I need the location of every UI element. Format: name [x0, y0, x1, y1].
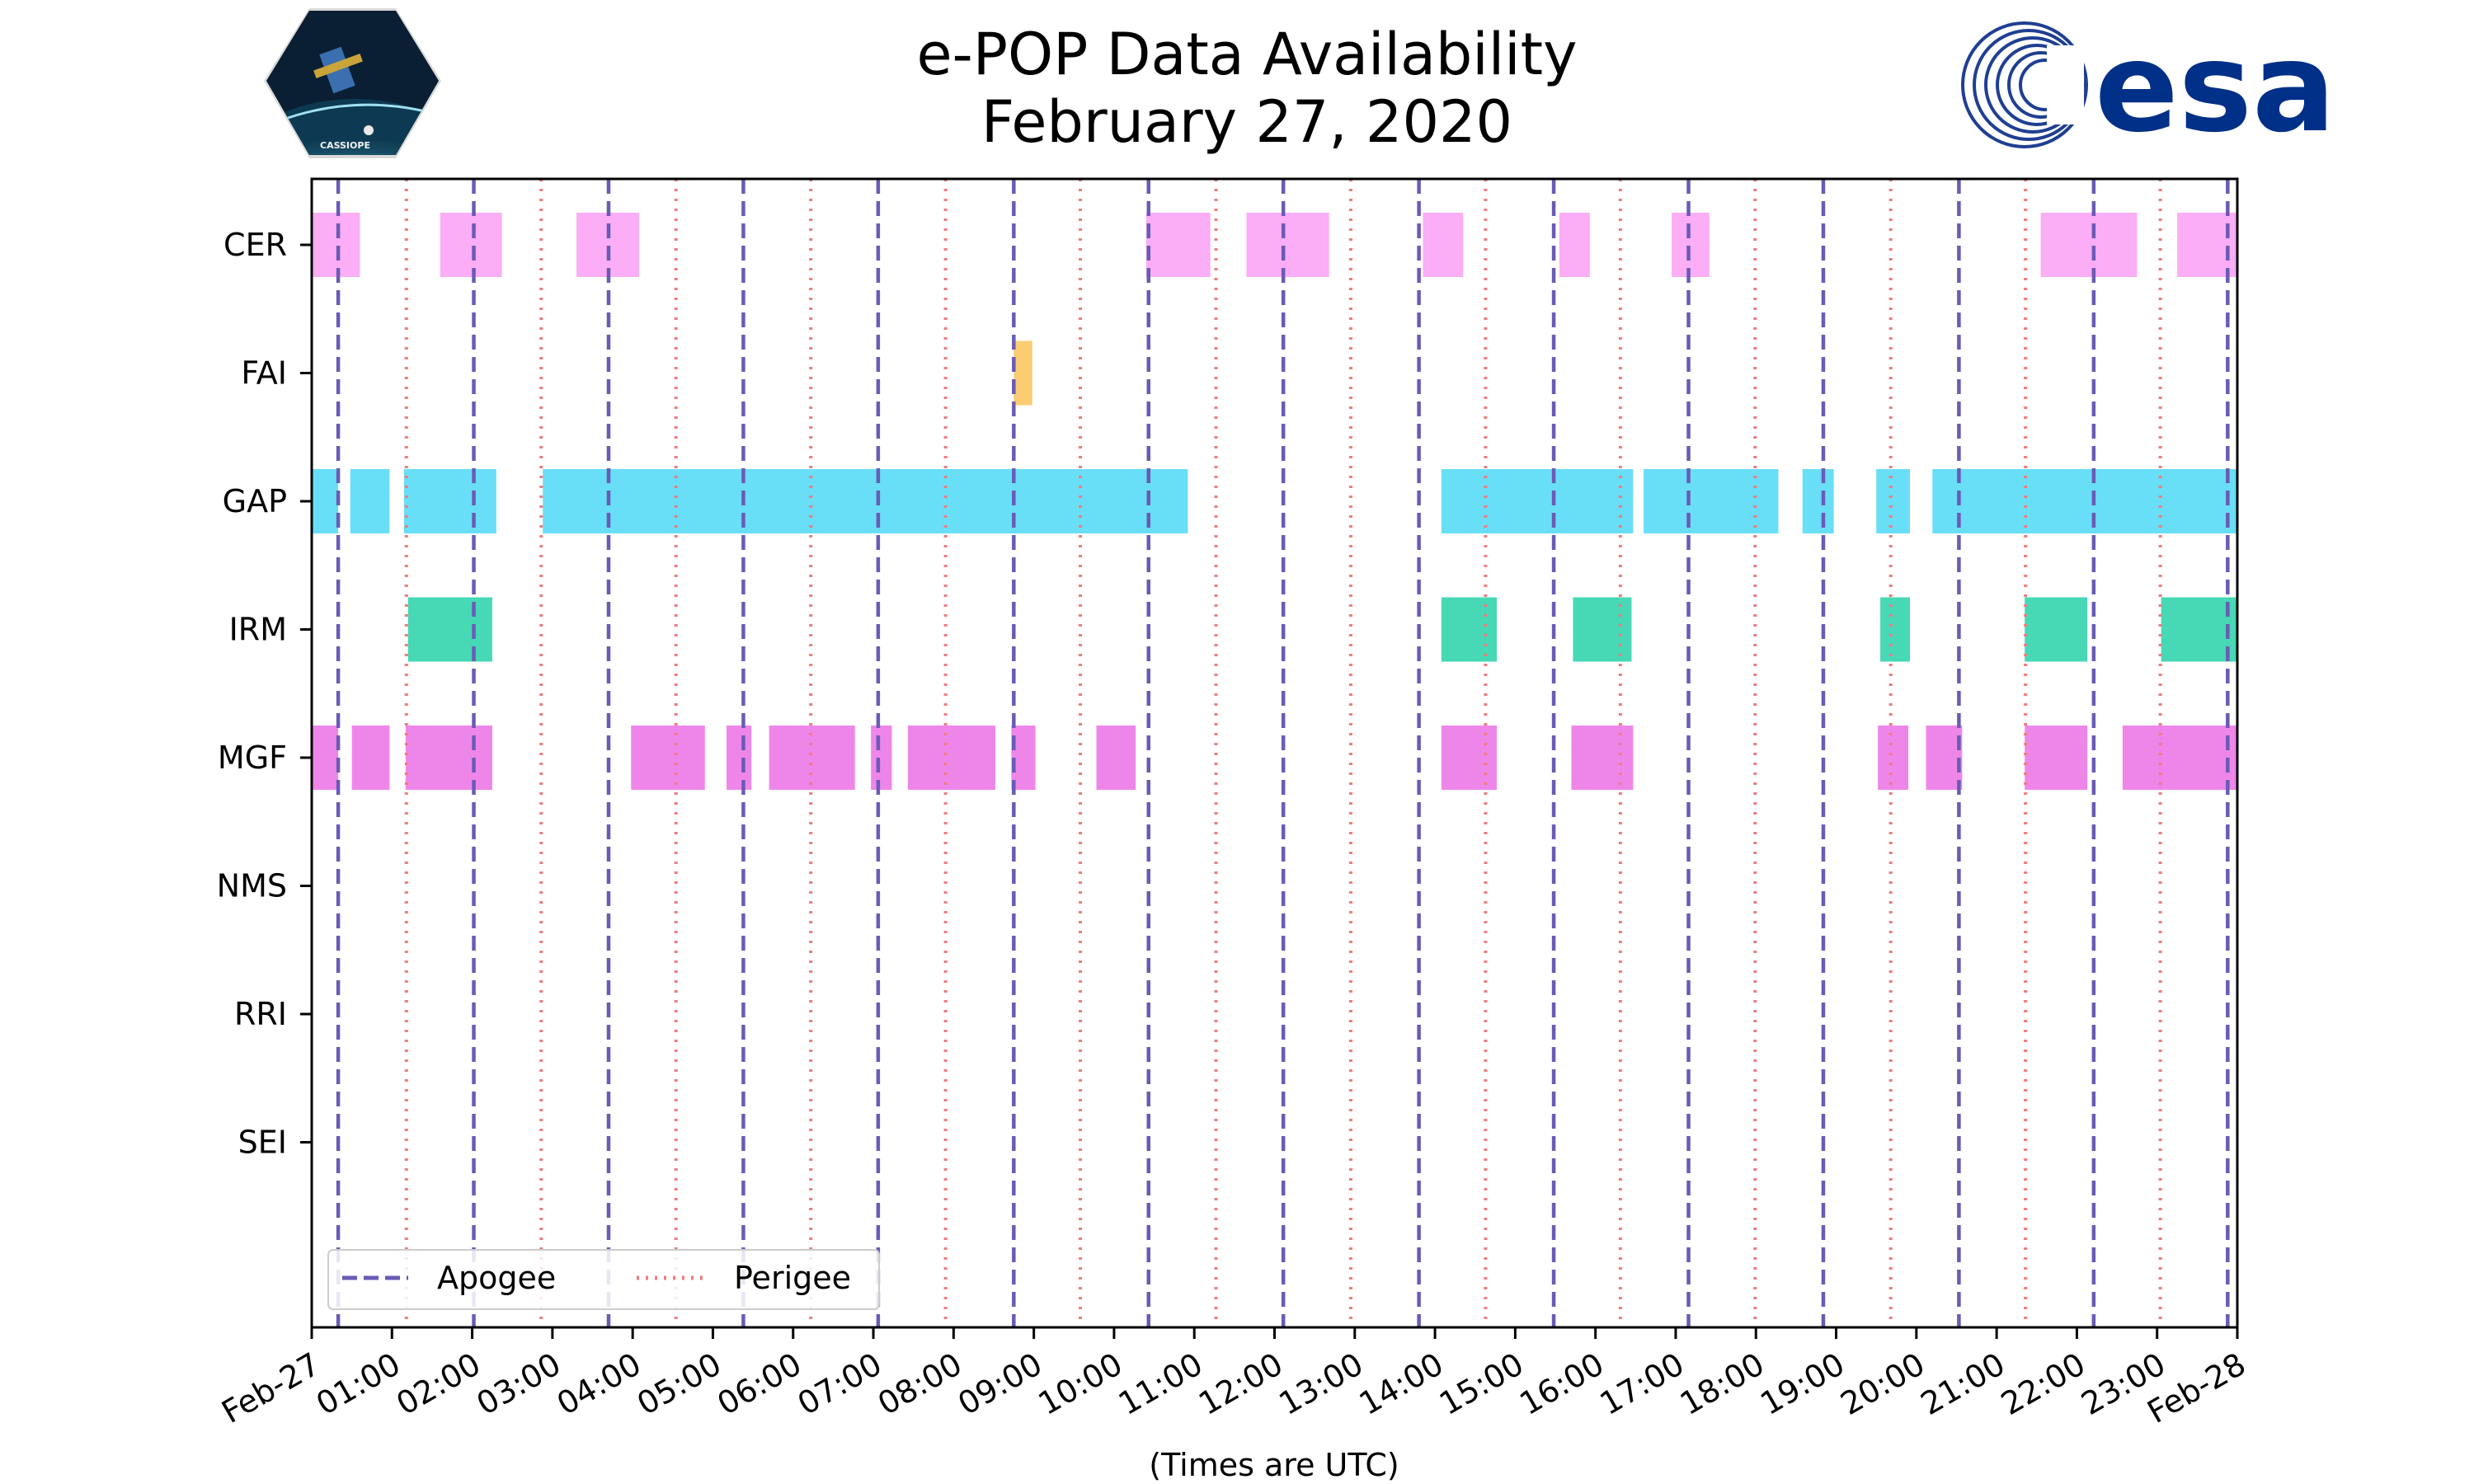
bar-cer-6: [1559, 213, 1590, 277]
x-tick-label-15: 15:00: [1433, 1345, 1530, 1422]
bar-mgf-0: [312, 726, 339, 790]
x-tick-label-6: 06:00: [711, 1345, 807, 1422]
esa-logo-text: esa: [2095, 16, 2335, 160]
legend-box: [327, 1249, 880, 1310]
cassiope-logo-text: CASSIOPE: [320, 140, 370, 151]
bar-gap-4: [1441, 469, 1634, 533]
bar-cer-7: [1672, 213, 1710, 277]
y-tick-label-cer: CER: [223, 227, 287, 263]
bar-mgf-11: [1571, 726, 1634, 790]
bar-gap-2: [403, 469, 496, 533]
x-tick-label-7: 07:00: [792, 1345, 888, 1422]
x-tick-label-1: 01:00: [310, 1345, 407, 1422]
chart-title-line2: February 27, 2020: [981, 88, 1512, 156]
bars-layer: [312, 213, 2237, 790]
bar-gap-5: [1644, 469, 1779, 533]
bar-cer-0: [312, 213, 360, 277]
bar-cer-4: [1246, 213, 1329, 277]
x-tick-label-13: 13:00: [1272, 1345, 1369, 1422]
y-axis: CER FAI GAP IRM MGF NMS RRI SEI: [217, 227, 312, 1161]
y-tick-label-irm: IRM: [229, 612, 287, 648]
x-tick-label-5: 05:00: [631, 1345, 727, 1422]
bar-gap-1: [350, 469, 390, 533]
bar-mgf-1: [351, 726, 390, 790]
bar-gap-7: [1876, 469, 1911, 533]
x-axis-label: (Times are UTC): [1149, 1447, 1399, 1483]
bar-mgf-15: [2122, 726, 2163, 790]
x-tick-label-20: 20:00: [1834, 1345, 1931, 1422]
x-tick-label-0: Feb-27: [215, 1345, 326, 1430]
legend-apogee-label: Apogee: [437, 1260, 556, 1296]
bar-gap-3: [543, 469, 1188, 533]
bar-gap-6: [1802, 469, 1834, 533]
event-lines-layer: [336, 179, 2230, 1327]
bar-irm-5: [2161, 597, 2237, 662]
bar-cer-8: [2040, 213, 2138, 277]
bar-cer-3: [1145, 213, 1211, 277]
legend: Apogee Perigee: [327, 1249, 880, 1310]
y-tick-label-mgf: MGF: [218, 740, 287, 776]
x-tick-label-12: 12:00: [1192, 1345, 1289, 1422]
bar-cer-5: [1423, 213, 1464, 277]
x-tick-label-16: 16:00: [1513, 1345, 1610, 1422]
bar-mgf-13: [1926, 726, 1963, 790]
x-tick-label-19: 19:00: [1754, 1345, 1851, 1422]
x-tick-label-17: 17:00: [1594, 1345, 1691, 1422]
y-tick-label-nms: NMS: [217, 868, 287, 904]
y-tick-label-rri: RRI: [234, 996, 287, 1032]
x-tick-label-11: 11:00: [1112, 1345, 1209, 1422]
bar-mgf-2: [405, 726, 492, 790]
x-axis: Feb-2701:0002:0003:0004:0005:0006:0007:0…: [215, 1327, 2252, 1430]
bar-mgf-3: [631, 726, 705, 790]
x-tick-label-14: 14:00: [1353, 1345, 1450, 1422]
chart-title-line1: e-POP Data Availability: [916, 21, 1577, 88]
bar-cer-2: [576, 213, 639, 277]
x-tick-label-4: 04:00: [551, 1345, 647, 1422]
bar-mgf-14: [2025, 726, 2088, 790]
y-tick-label-gap: GAP: [223, 483, 287, 519]
bar-gap-0: [312, 469, 339, 533]
y-tick-label-fai: FAI: [241, 355, 287, 392]
y-tick-label-sei: SEI: [238, 1125, 287, 1161]
x-tick-label-18: 18:00: [1674, 1345, 1771, 1422]
bar-mgf-4: [726, 726, 752, 790]
bar-mgf-10: [1441, 726, 1497, 790]
bar-fai-0: [1014, 340, 1032, 406]
bar-mgf-16: [2159, 726, 2237, 790]
bar-irm-0: [407, 597, 492, 662]
x-tick-label-2: 02:00: [390, 1345, 487, 1422]
esa-logo: esa: [1961, 16, 2335, 160]
x-tick-label-9: 09:00: [952, 1345, 1048, 1422]
x-tick-label-22: 22:00: [1995, 1345, 2091, 1422]
bar-cer-9: [2177, 213, 2237, 277]
bar-mgf-12: [1878, 726, 1909, 790]
bar-mgf-9: [1096, 726, 1136, 790]
bar-gap-8: [1932, 469, 2237, 533]
legend-perigee-label: Perigee: [734, 1260, 851, 1296]
x-tick-label-10: 10:00: [1032, 1345, 1129, 1422]
bar-irm-2: [1573, 597, 1632, 662]
bar-cer-1: [440, 213, 502, 277]
bar-irm-3: [1880, 597, 1911, 662]
bar-mgf-7: [907, 726, 995, 790]
bar-mgf-5: [769, 726, 855, 790]
x-tick-label-8: 08:00: [872, 1345, 968, 1422]
bar-irm-1: [1441, 597, 1497, 662]
bar-irm-4: [2025, 597, 2088, 662]
bar-mgf-6: [871, 726, 892, 790]
x-tick-label-21: 21:00: [1915, 1345, 2011, 1422]
x-tick-label-3: 03:00: [471, 1345, 567, 1422]
